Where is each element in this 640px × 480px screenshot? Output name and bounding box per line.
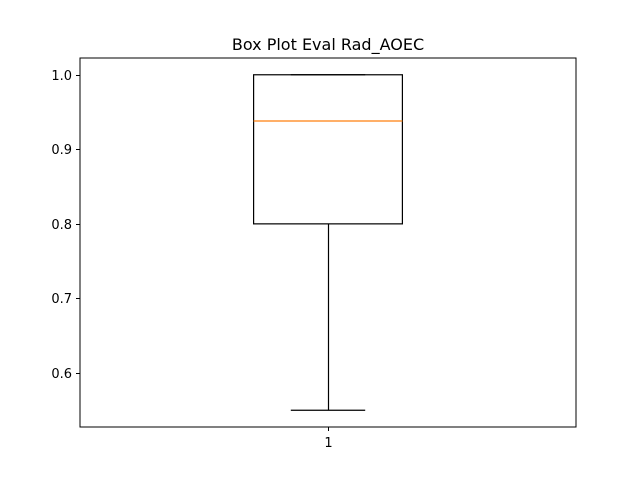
- y-tick-label: 0.6: [51, 367, 72, 382]
- y-tick-label: 0.8: [51, 218, 72, 233]
- axes-frame: [79, 57, 577, 428]
- chart-title: Box Plot Eval Rad_AOEC: [232, 35, 424, 55]
- y-tick-label: 1.0: [51, 69, 72, 84]
- box-iqr: [253, 74, 404, 225]
- y-tick-label: 0.7: [51, 292, 72, 307]
- x-tick-label: 1: [324, 436, 332, 451]
- plot-layer: 0.6 0.7 0.8 0.9 1.0 1: [51, 69, 404, 451]
- y-tick-label: 0.9: [51, 143, 72, 158]
